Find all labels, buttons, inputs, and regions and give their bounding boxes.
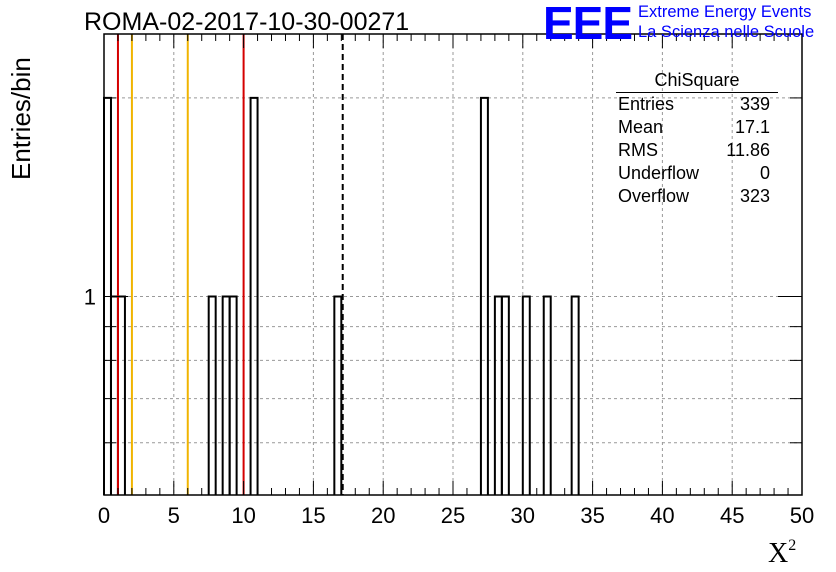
histogram-bin [333, 295, 343, 495]
axes [103, 33, 803, 496]
stats-label: Entries [618, 94, 675, 114]
x-tick-label: 35 [580, 503, 604, 528]
histogram-bin [521, 295, 531, 495]
eee-logo: EEE [543, 0, 633, 49]
stats-row-rms: RMS 11.86 [610, 139, 778, 162]
histogram-bin [228, 295, 238, 495]
stats-value: 17.1 [734, 117, 770, 137]
histogram-bin [479, 96, 489, 495]
x-axis-label-superscript: 2 [788, 537, 797, 554]
histogram-bin [249, 96, 259, 495]
x-tick-label: 45 [720, 503, 744, 528]
x-tick-label: 50 [790, 503, 814, 528]
y-axis-label: Entries/bin [6, 57, 36, 180]
histogram-bin [207, 295, 217, 495]
stats-label: Mean [618, 117, 664, 137]
stats-value: 339 [739, 94, 770, 114]
x-tick-label: 0 [98, 503, 110, 528]
stats-label: Underflow [618, 163, 700, 183]
x-tick-label: 20 [371, 503, 395, 528]
histogram-bars [103, 96, 580, 495]
histogram-bin [570, 295, 580, 495]
stats-label: Overflow [618, 186, 690, 206]
stats-label: RMS [618, 140, 658, 160]
x-tick-label: 10 [231, 503, 255, 528]
x-axis-label: X2 [768, 537, 796, 570]
stats-row-overflow: Overflow 323 [610, 185, 778, 208]
plot-title: ROMA-02-2017-10-30-00271 [84, 8, 410, 36]
logo-subtitle-1: Extreme Energy Events [638, 3, 812, 21]
stats-value: 11.86 [726, 140, 770, 160]
reference-lines [116, 34, 344, 495]
x-tick-label: 40 [650, 503, 674, 528]
x-tick-label: 5 [168, 503, 180, 528]
tick-labels: 0 5 10 15 20 25 30 35 40 45 50 1 [84, 284, 814, 528]
x-tick-label: 25 [441, 503, 465, 528]
stats-value: 323 [739, 186, 770, 206]
histogram-bin [500, 295, 510, 495]
stats-row-mean: Mean 17.1 [610, 116, 778, 139]
logo-subtitle-2: La Scienza nelle Scuole [638, 23, 815, 41]
stats-row-entries: Entries 339 [610, 93, 778, 116]
stats-box-title: ChiSquare [616, 68, 778, 93]
y-tick-label: 1 [84, 284, 96, 309]
x-axis-label-base: X [768, 538, 789, 569]
stats-value: 0 [759, 163, 770, 183]
histogram-bin [542, 295, 552, 495]
x-tick-label: 15 [301, 503, 325, 528]
stats-row-underflow: Underflow 0 [610, 162, 778, 185]
stats-box: ChiSquare Entries 339 Mean 17.1 RMS 11.8… [610, 68, 778, 208]
x-tick-label: 30 [511, 503, 535, 528]
